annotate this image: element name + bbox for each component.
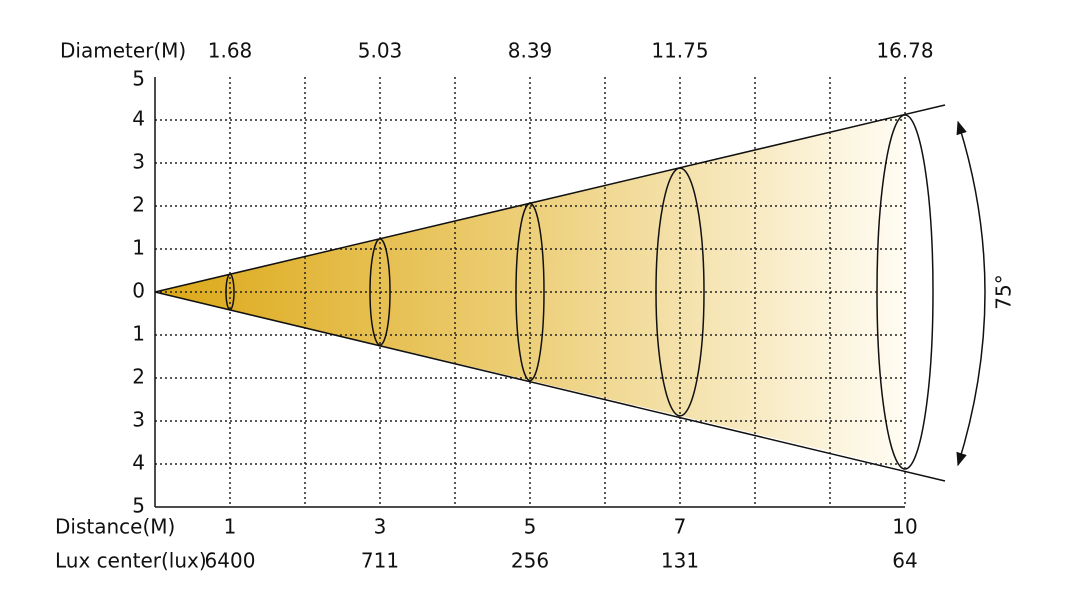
diameter-value: 11.75 <box>651 39 708 63</box>
diameter-value: 5.03 <box>358 39 403 63</box>
grid <box>155 77 906 507</box>
beam-section <box>369 238 391 346</box>
distance-value: 5 <box>524 515 537 539</box>
beam-section <box>655 167 705 417</box>
y-label: 3 <box>132 150 145 174</box>
diameter-value: 8.39 <box>508 39 553 63</box>
diameter-value: 1.68 <box>208 39 253 63</box>
distance-value: 7 <box>674 515 687 539</box>
beam-section <box>225 273 235 311</box>
beam-edge <box>154 291 946 482</box>
y-label: 2 <box>132 193 145 217</box>
y-label: 5 <box>132 494 145 518</box>
y-label: 1 <box>132 322 145 346</box>
y-label: 5 <box>132 67 145 91</box>
y-label: 2 <box>132 365 145 389</box>
lux-value: 6400 <box>205 549 256 573</box>
lux-label: Lux center(lux) <box>55 549 207 573</box>
angle-label: 75° <box>992 274 1016 309</box>
beam-section <box>876 114 934 470</box>
angle-arc <box>956 120 986 467</box>
beam-sections <box>225 114 934 470</box>
y-label: 0 <box>132 279 145 303</box>
distance-label: Distance(M) <box>55 515 175 539</box>
beam-edge <box>154 104 946 293</box>
distance-value: 10 <box>892 515 917 539</box>
distance-value: 3 <box>374 515 387 539</box>
distance-value: 1 <box>224 515 237 539</box>
lux-value: 64 <box>892 549 917 573</box>
y-label: 4 <box>132 451 145 475</box>
lux-value: 131 <box>661 549 699 573</box>
lux-value: 256 <box>511 549 549 573</box>
diameter-label: Diameter(M) <box>60 39 186 63</box>
lux-value: 711 <box>361 549 399 573</box>
y-label: 4 <box>132 107 145 131</box>
y-label: 1 <box>132 236 145 260</box>
y-label: 3 <box>132 408 145 432</box>
beam-section <box>515 202 545 382</box>
diameter-value: 16.78 <box>876 39 933 63</box>
